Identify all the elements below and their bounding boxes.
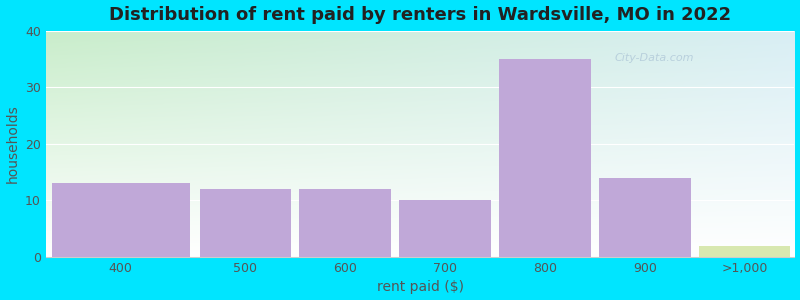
- Bar: [698, 246, 790, 257]
- Bar: [52, 184, 190, 257]
- Bar: [299, 189, 391, 257]
- Y-axis label: households: households: [6, 104, 19, 183]
- Bar: [399, 200, 491, 257]
- Bar: [599, 178, 690, 257]
- Text: City-Data.com: City-Data.com: [614, 53, 694, 63]
- Bar: [499, 59, 591, 257]
- X-axis label: rent paid ($): rent paid ($): [377, 280, 464, 294]
- Bar: [199, 189, 291, 257]
- Title: Distribution of rent paid by renters in Wardsville, MO in 2022: Distribution of rent paid by renters in …: [109, 6, 731, 24]
